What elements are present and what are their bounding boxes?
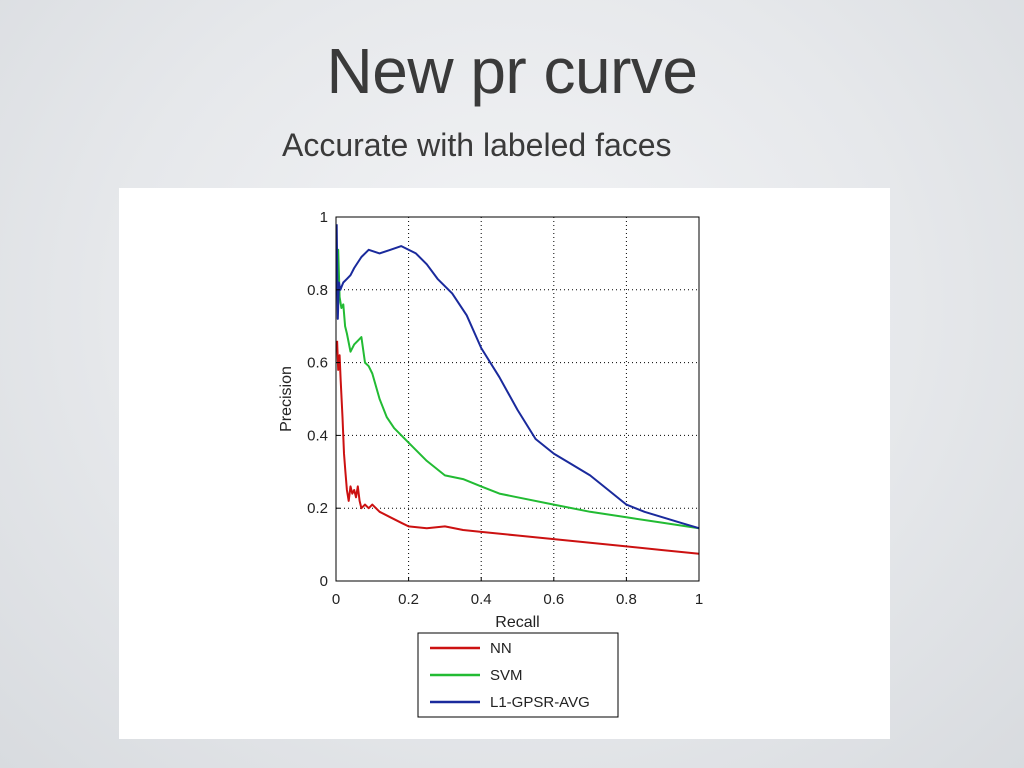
- x-tick-label: 1: [695, 591, 703, 608]
- y-tick-label: 0: [320, 573, 328, 590]
- slide-title: New pr curve: [326, 35, 699, 107]
- y-axis-label: Precision: [278, 366, 295, 432]
- y-tick-label: 0.4: [307, 427, 328, 444]
- x-tick-label: 0.2: [398, 591, 419, 608]
- legend-label: NN: [490, 640, 512, 657]
- y-tick-label: 0.2: [307, 500, 328, 517]
- legend: NN SVM L1-GPSR-AVG: [417, 632, 619, 718]
- plot-frame: [335, 216, 700, 582]
- grid-lines: [335, 216, 700, 582]
- series-layer: [335, 224, 700, 555]
- series-line-nn: [336, 340, 700, 555]
- x-tick-label: 0.8: [616, 591, 637, 608]
- x-tick-label: 0: [332, 591, 340, 608]
- x-tick-label: 0.6: [543, 591, 564, 608]
- chart-panel: 0 0.2 0.4 0.6 0.8 1 0 0.2 0.4 0.6 0.8 1 Recall Prec…: [119, 188, 890, 739]
- x-axis-label: Recall: [495, 614, 539, 631]
- y-tick-label: 1: [320, 209, 328, 226]
- legend-label: SVM: [490, 667, 523, 684]
- legend-label: L1-GPSR-AVG: [490, 694, 590, 711]
- pr-curve-chart: 0 0.2 0.4 0.6 0.8 1 0 0.2 0.4 0.6 0.8 1 Recall Prec…: [278, 209, 703, 718]
- axis-ticks: 0 0.2 0.4 0.6 0.8 1 0 0.2 0.4 0.6 0.8 1: [307, 209, 703, 608]
- series-line-svm: [336, 248, 700, 530]
- y-tick-label: 0.6: [307, 355, 328, 372]
- series-line-l1-gpsr-avg: [335, 224, 700, 530]
- slide-subtitle: Accurate with labeled faces: [282, 127, 672, 163]
- x-tick-label: 0.4: [471, 591, 492, 608]
- y-tick-label: 0.8: [307, 282, 328, 299]
